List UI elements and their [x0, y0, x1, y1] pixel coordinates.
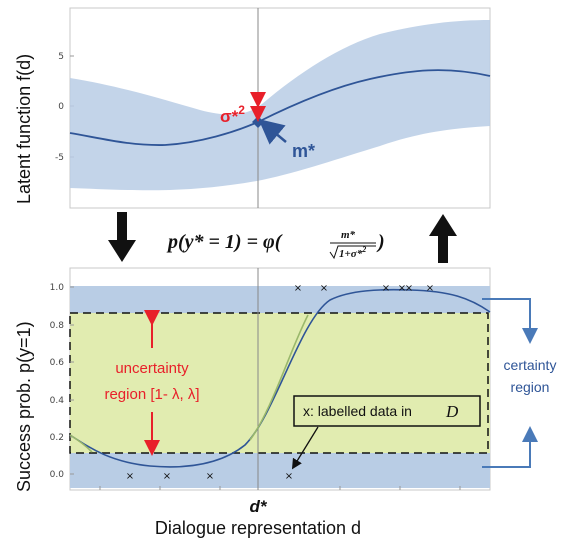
- data-marker: ×: [206, 471, 214, 482]
- bottom-ytick-0.6: 0.6: [50, 358, 65, 368]
- top-axis-title: Latent function f(d): [14, 54, 34, 204]
- labelled-data-pointer: [291, 426, 319, 470]
- uncertainty-region-border: [69, 312, 489, 454]
- success-probability-plot: 1.0 0.8 0.6 0.4 0.2 0.0 × × × × × × × × …: [50, 267, 491, 491]
- labelled-data-text: x: labelled data in: [303, 403, 412, 419]
- data-marker: ×: [163, 471, 171, 482]
- success-probability-curve: [69, 288, 491, 468]
- bottom-ytick-0.0: 0.0: [50, 470, 65, 480]
- formula: p(y* = 1) = φ( m* 1+σ*2 ): [166, 229, 385, 260]
- certainty-bracket: [482, 298, 538, 468]
- top-confidence-band: [70, 20, 490, 191]
- data-marker: ×: [320, 283, 328, 294]
- bottom-ytick-0.2: 0.2: [50, 433, 64, 443]
- lower-certainty-band: [70, 453, 490, 488]
- top-ytick-minus5: -5: [55, 153, 64, 163]
- data-marker: ×: [285, 471, 293, 482]
- formula-sqrt: [329, 245, 376, 260]
- up-arrow: [429, 214, 457, 263]
- formula-lhs: p(y* = 1) = φ(: [166, 231, 283, 253]
- top-ytick-5: 5: [58, 52, 64, 62]
- latent-function-plot: 5 0 -5 σ*2 m*: [55, 7, 491, 209]
- formula-close: ): [376, 231, 385, 253]
- curve-segment-middle: [249, 314, 309, 441]
- data-marker: ×: [398, 283, 406, 294]
- uncertainty-label-line2: region [1- λ, λ]: [104, 386, 199, 403]
- data-marker: ×: [405, 283, 413, 294]
- bottom-ytick-0.4: 0.4: [50, 396, 65, 406]
- sigma-label: σ*2: [220, 103, 245, 126]
- top-ytick-0: 0: [58, 102, 64, 112]
- uncertainty-label-bg: [84, 348, 236, 412]
- uncertainty-label-line1: uncertainty: [115, 360, 189, 377]
- labelled-data-box: [293, 395, 481, 427]
- bottom-ytick-1.0: 1.0: [50, 283, 65, 293]
- down-arrow: [108, 212, 136, 262]
- mean-arrow: [258, 118, 287, 145]
- data-marker: ×: [382, 283, 390, 294]
- dataset-symbol: D: [445, 402, 459, 421]
- x-axis-title: Dialogue representation d: [155, 518, 361, 538]
- bottom-axis-title: Success prob. p(y=1): [14, 321, 34, 492]
- formula-numerator: m*: [341, 229, 356, 241]
- data-marker: ×: [126, 471, 134, 482]
- certainty-label-line1: certainty: [504, 357, 557, 373]
- curve-segment-left: [69, 434, 93, 453]
- data-marker: ×: [426, 283, 434, 294]
- formula-denominator: 1+σ*2: [339, 245, 366, 260]
- d-star-label: d*: [250, 497, 268, 516]
- mean-label: m*: [292, 141, 315, 161]
- certainty-label-line2: region: [511, 379, 550, 395]
- bottom-ytick-0.8: 0.8: [50, 321, 65, 331]
- data-marker: ×: [294, 283, 302, 294]
